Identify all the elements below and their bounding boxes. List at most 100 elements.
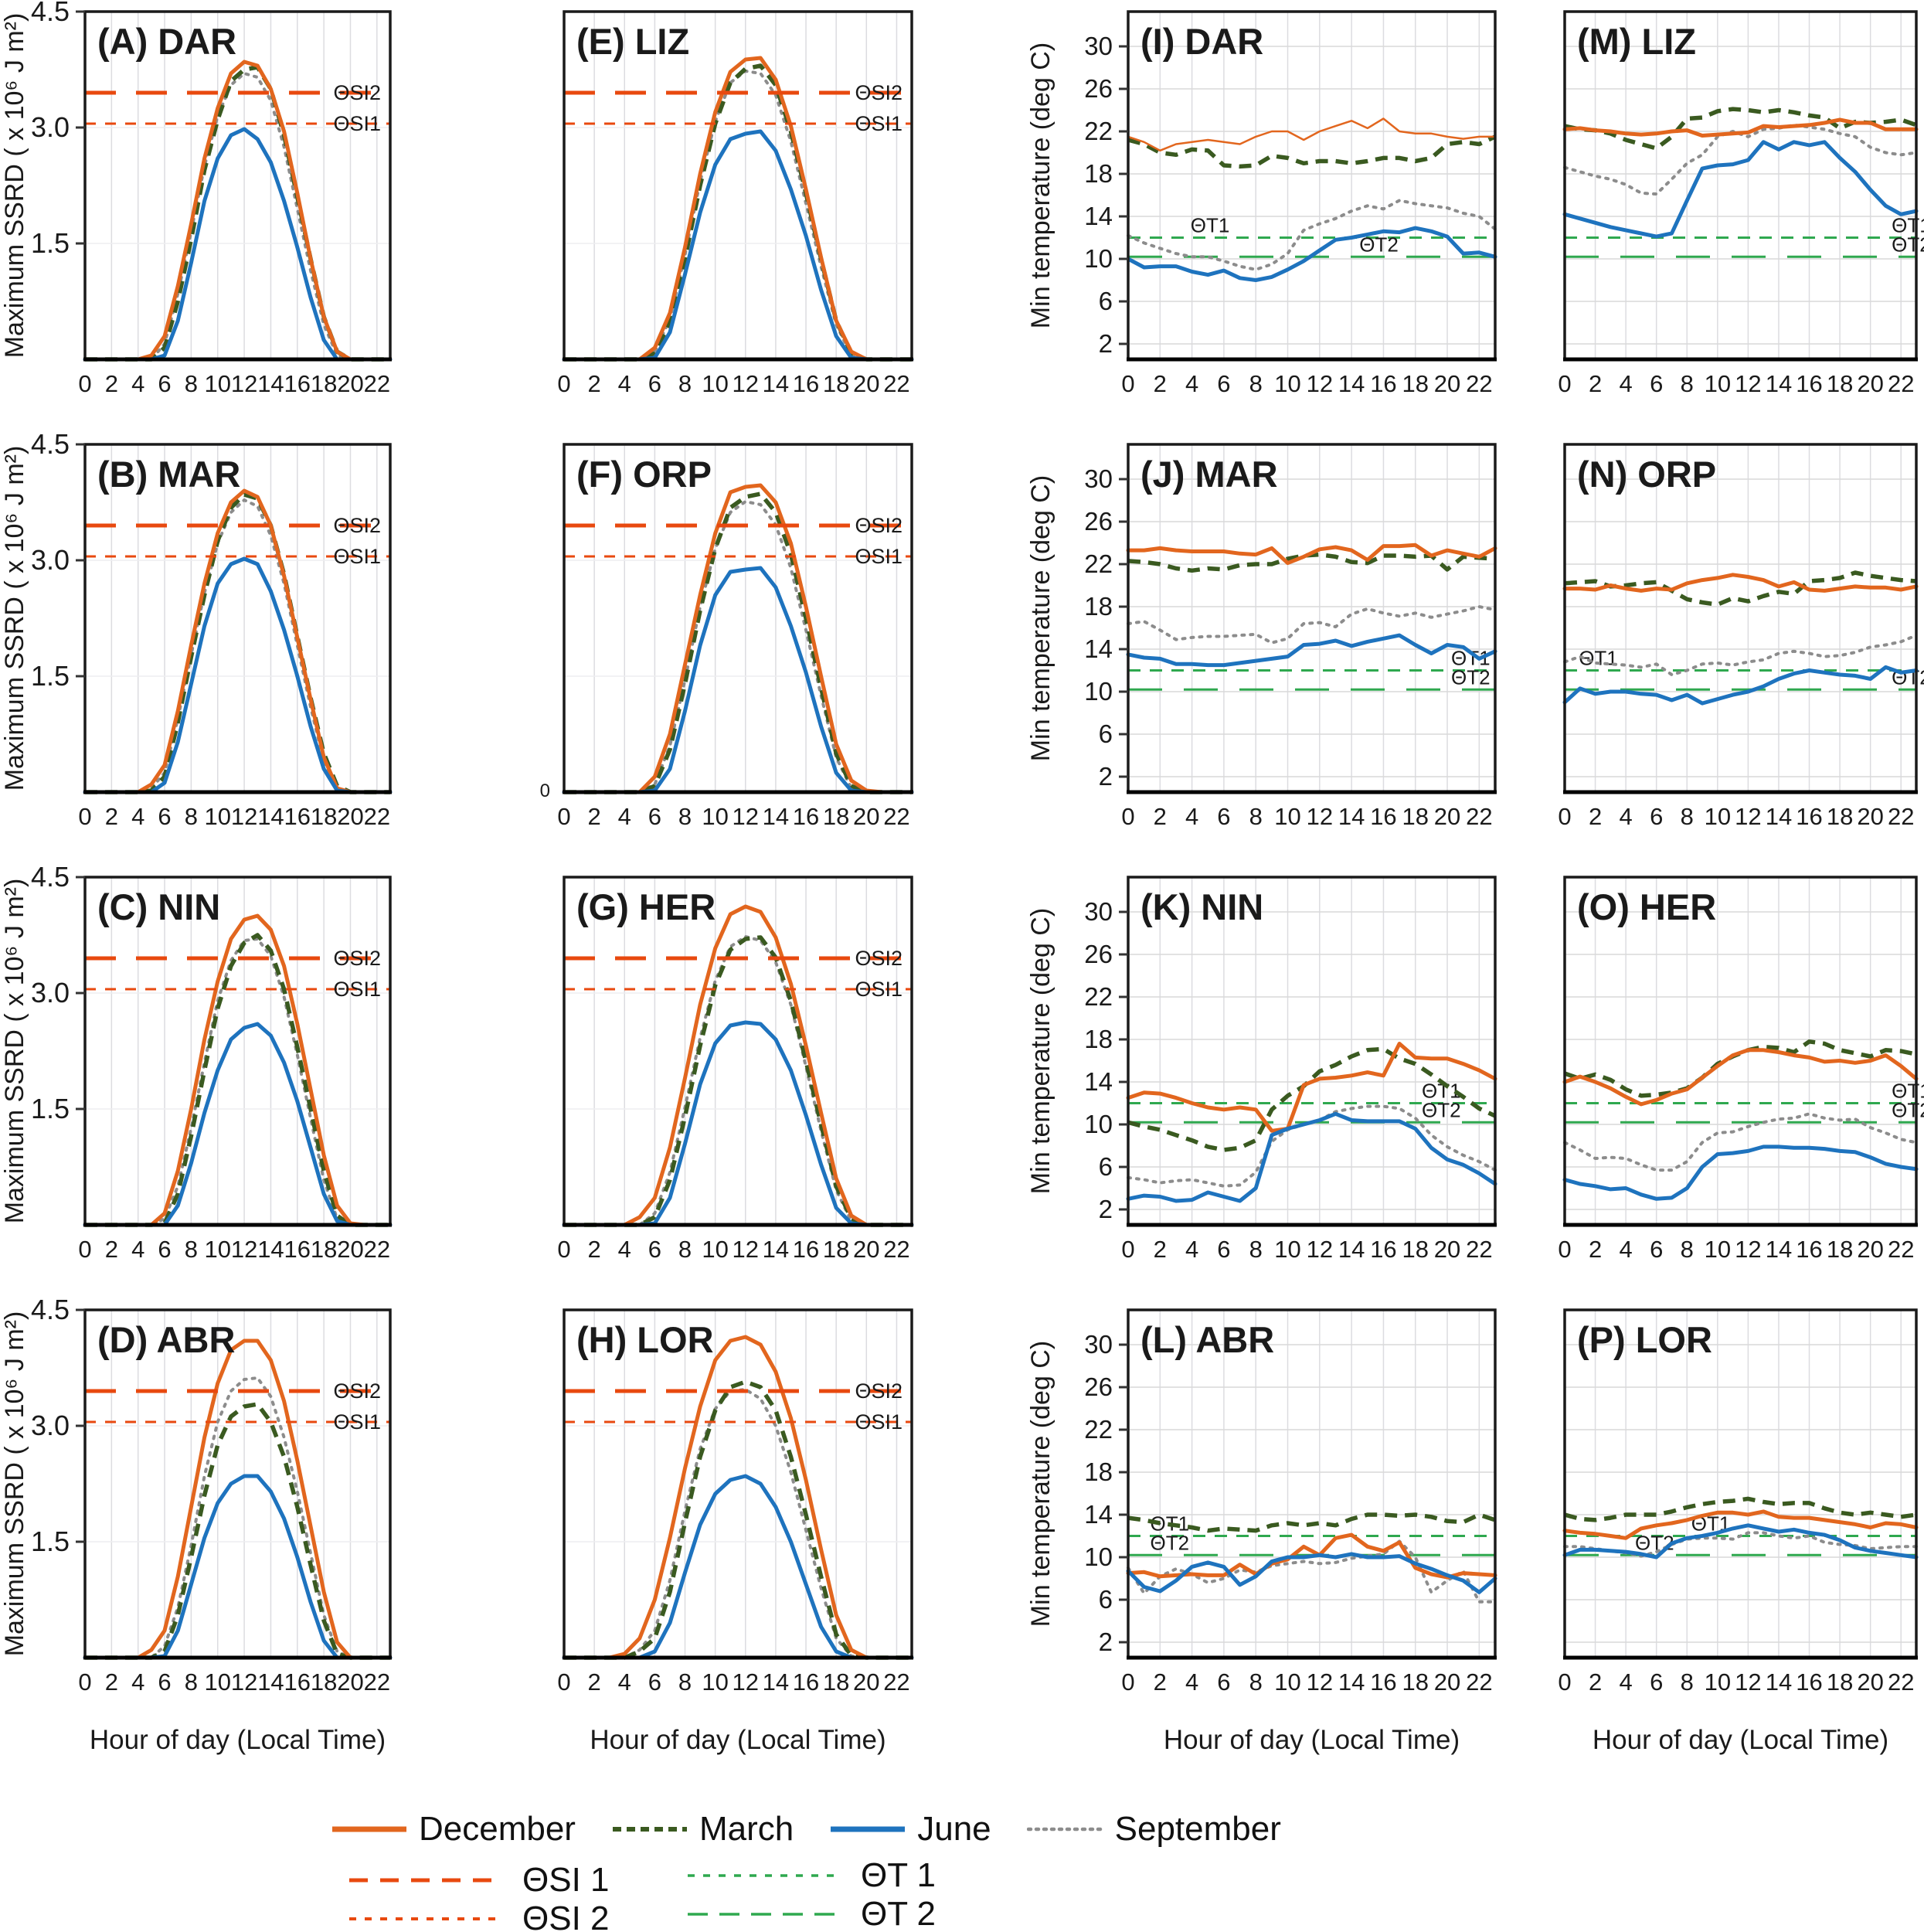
x-axis-ticks: 0 2 4 6 8 10 12 14 16 18 20 22 <box>78 370 390 397</box>
svg-text:12: 12 <box>733 1236 759 1263</box>
x-axis-ticks: 0 2 4 6 8 10 12 14 16 18 20 22 <box>557 1236 909 1263</box>
series-march-line <box>564 1379 912 1660</box>
series-june-line <box>562 1020 914 1227</box>
svg-text:14: 14 <box>1084 1500 1113 1529</box>
svg-text:12: 12 <box>231 1236 257 1263</box>
svg-text:2: 2 <box>105 1668 118 1696</box>
svg-text:22: 22 <box>1888 1668 1914 1696</box>
theta-t1-label: ΘT1 <box>1191 214 1230 237</box>
svg-text:22: 22 <box>364 370 390 397</box>
series-december-line <box>1126 1532 1497 1580</box>
theta-t2-label: ΘT2 <box>1635 1531 1674 1554</box>
panel-title: (J) MAR <box>1140 454 1278 495</box>
gridlines <box>1127 444 1495 792</box>
svg-text:20: 20 <box>337 803 363 830</box>
svg-text:16: 16 <box>793 803 819 830</box>
svg-text:4: 4 <box>131 1236 144 1263</box>
panel-title: (N) ORP <box>1577 454 1716 495</box>
svg-text:10: 10 <box>1084 1110 1113 1138</box>
svg-text:16: 16 <box>1370 803 1396 830</box>
series-september-line <box>1127 199 1497 271</box>
theta-si1-label: ΘSI1 <box>333 545 381 568</box>
svg-text:4: 4 <box>131 1668 144 1696</box>
series-march-line <box>564 63 912 362</box>
svg-text:18: 18 <box>311 1668 337 1696</box>
series-december-line <box>1126 1042 1497 1133</box>
series-june-line <box>83 127 393 362</box>
december-line-swatch-icon <box>332 1826 406 1832</box>
svg-text:0: 0 <box>78 370 91 397</box>
june-line-swatch-icon <box>831 1826 906 1832</box>
series-june-line <box>1562 1145 1919 1201</box>
svg-text:20: 20 <box>853 1236 879 1263</box>
svg-text:22: 22 <box>1466 370 1492 397</box>
svg-text:1.5: 1.5 <box>31 1526 70 1557</box>
panel-title: (H) LOR <box>576 1319 714 1360</box>
svg-text:4: 4 <box>1185 370 1198 397</box>
series-december-line <box>1127 117 1497 152</box>
series-march-line <box>85 492 390 794</box>
svg-text:6: 6 <box>648 1668 661 1696</box>
svg-text:4: 4 <box>1620 370 1633 397</box>
series-september-line <box>1563 1112 1918 1172</box>
legend: December March June September ΘSI 1 ΘSI 2 ΘT 1… <box>0 1777 1924 1932</box>
svg-text:20: 20 <box>853 370 879 397</box>
svg-text:26: 26 <box>1084 74 1113 103</box>
svg-text:16: 16 <box>1370 1236 1396 1263</box>
svg-text:0: 0 <box>557 803 570 830</box>
svg-text:20: 20 <box>1857 803 1883 830</box>
svg-text:4: 4 <box>1620 1236 1633 1263</box>
svg-text:2: 2 <box>105 370 118 397</box>
x-axis-ticks: 0 2 4 6 8 10 12 14 16 18 20 22 <box>1121 1668 1492 1696</box>
svg-text:22: 22 <box>364 1668 390 1696</box>
svg-text:22: 22 <box>1888 370 1914 397</box>
gridlines <box>563 876 912 1225</box>
svg-text:2: 2 <box>105 1236 118 1263</box>
svg-text:4.5: 4.5 <box>31 433 70 460</box>
y-axis-ticks: 4.5 3.0 1.5 <box>31 0 85 259</box>
svg-text:20: 20 <box>1857 1668 1883 1696</box>
svg-text:22: 22 <box>1084 1415 1113 1444</box>
svg-text:0: 0 <box>78 803 91 830</box>
legend-months-row: December March June September <box>331 1810 1281 1849</box>
legend-item-θsi-2: ΘSI 2 <box>348 1900 610 1932</box>
theta-t1-label: ΘT1 <box>1892 1080 1924 1103</box>
svg-text:16: 16 <box>1796 1236 1822 1263</box>
svg-text:14: 14 <box>1338 370 1365 397</box>
svg-text:4.5: 4.5 <box>31 866 70 893</box>
svg-text:14: 14 <box>1084 1067 1113 1096</box>
panel-g-her: ΘSI2 ΘSI1 0 2 4 6 8 10 12 14 16 18 20 22 (G) HER <box>557 876 914 1263</box>
svg-text:16: 16 <box>793 370 819 397</box>
series-june-line <box>1126 1111 1497 1203</box>
svg-text:16: 16 <box>284 1668 311 1696</box>
theta-si1-label: ΘSI1 <box>333 1410 381 1434</box>
svg-text:20: 20 <box>337 370 363 397</box>
svg-text:8: 8 <box>1681 803 1694 830</box>
svg-text:10: 10 <box>1705 370 1731 397</box>
svg-text:4: 4 <box>618 1236 631 1263</box>
svg-text:4: 4 <box>1185 803 1198 830</box>
svg-text:8: 8 <box>1681 1668 1694 1696</box>
legend-label: ΘSI 2 <box>522 1900 610 1932</box>
plot-border <box>1127 1308 1497 1659</box>
svg-text:14: 14 <box>1766 1236 1792 1263</box>
svg-text:10: 10 <box>1084 244 1113 273</box>
svg-text:14: 14 <box>763 370 789 397</box>
series-june-line <box>562 1474 914 1660</box>
svg-text:22: 22 <box>364 803 390 830</box>
svg-text:2: 2 <box>1589 370 1602 397</box>
svg-text:6: 6 <box>1217 370 1230 397</box>
x-axis-ticks: 0 2 4 6 8 10 12 14 16 18 20 22 <box>1121 1236 1492 1263</box>
panels-grid: ΘSI2 ΘSI1 0 2 4 6 8 10 12 14 16 18 20 22 4.5 3.0 1.5 Maxi… <box>0 0 1924 1755</box>
svg-text:0: 0 <box>78 1668 91 1696</box>
x-axis-ticks: 0 2 4 6 8 10 12 14 16 18 20 22 <box>1558 370 1914 397</box>
theta-si1-label: ΘSI1 <box>855 1410 903 1434</box>
svg-text:2: 2 <box>1099 1628 1113 1656</box>
svg-text:3.0: 3.0 <box>31 111 70 143</box>
svg-text:10: 10 <box>1274 1236 1300 1263</box>
plot-border <box>1127 10 1497 361</box>
svg-text:2: 2 <box>1154 1668 1167 1696</box>
